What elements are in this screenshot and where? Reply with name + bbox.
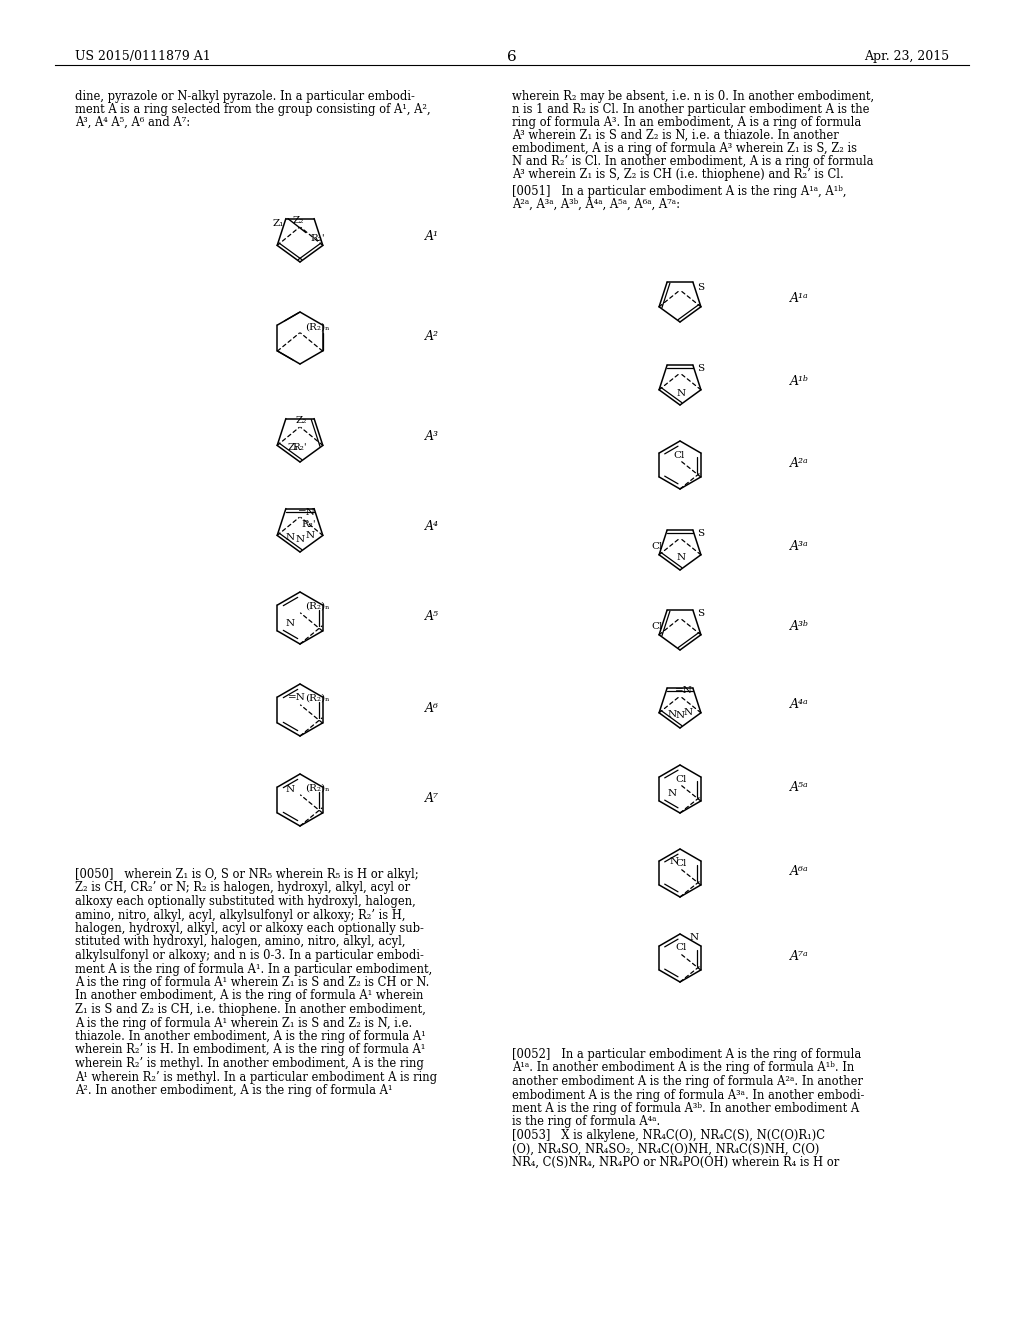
Text: ring of formula A³. In an embodiment, A is a ring of formula: ring of formula A³. In an embodiment, A … [512,116,861,129]
Text: N: N [285,533,294,543]
Text: Z₂ is CH, CR₂’ or N; R₂ is halogen, hydroxyl, alkyl, acyl or: Z₂ is CH, CR₂’ or N; R₂ is halogen, hydr… [75,882,411,895]
Text: A¹ᵃ: A¹ᵃ [790,292,809,305]
Text: amino, nitro, alkyl, acyl, alkylsulfonyl or alkoxy; R₂’ is H,: amino, nitro, alkyl, acyl, alkylsulfonyl… [75,908,406,921]
Text: S: S [697,282,705,292]
Text: [0052]   In a particular embodiment A is the ring of formula: [0052] In a particular embodiment A is t… [512,1048,861,1061]
Text: Z₂: Z₂ [293,216,304,226]
Text: N: N [286,619,295,627]
Text: stituted with hydroxyl, halogen, amino, nitro, alkyl, acyl,: stituted with hydroxyl, halogen, amino, … [75,936,406,949]
Text: alkylsulfonyl or alkoxy; and n is 0-3. In a particular embodi-: alkylsulfonyl or alkoxy; and n is 0-3. I… [75,949,424,962]
Text: A⁵: A⁵ [425,610,439,623]
Text: R₂': R₂' [311,234,326,243]
Text: =N: =N [298,508,315,517]
Text: (R₂)ₙ: (R₂)ₙ [305,693,330,702]
Text: R₂': R₂' [302,520,316,529]
Text: A³ᵃ: A³ᵃ [790,540,809,553]
Text: In another embodiment, A is the ring of formula A¹ wherein: In another embodiment, A is the ring of … [75,990,423,1002]
Text: 6: 6 [507,50,517,63]
Text: A². In another embodiment, A is the ring of formula A¹: A². In another embodiment, A is the ring… [75,1084,392,1097]
Text: N: N [667,710,676,719]
Text: Z₁: Z₁ [287,444,299,451]
Text: N: N [690,933,699,942]
Text: A⁶: A⁶ [425,702,439,715]
Text: A¹: A¹ [425,230,439,243]
Text: Cl: Cl [676,858,687,867]
Text: A³ wherein Z₁ is S, Z₂ is CH (i.e. thiophene) and R₂’ is Cl.: A³ wherein Z₁ is S, Z₂ is CH (i.e. thiop… [512,168,844,181]
Text: A²: A² [425,330,439,343]
Text: N: N [670,857,678,866]
Text: N: N [677,388,685,397]
Text: wherein R₂’ is methyl. In another embodiment, A is the ring: wherein R₂’ is methyl. In another embodi… [75,1057,424,1071]
Text: A³ wherein Z₁ is S and Z₂ is N, i.e. a thiazole. In another: A³ wherein Z₁ is S and Z₂ is N, i.e. a t… [512,129,839,143]
Text: A is the ring of formula A¹ wherein Z₁ is S and Z₂ is CH or N.: A is the ring of formula A¹ wherein Z₁ i… [75,975,429,989]
Text: dine, pyrazole or N-alkyl pyrazole. In a particular embodi-: dine, pyrazole or N-alkyl pyrazole. In a… [75,90,415,103]
Text: Cl: Cl [674,450,685,459]
Text: A²ᵃ, A³ᵃ, A³ᵇ, A⁴ᵃ, A⁵ᵃ, A⁶ᵃ, A⁷ᵃ:: A²ᵃ, A³ᵃ, A³ᵇ, A⁴ᵃ, A⁵ᵃ, A⁶ᵃ, A⁷ᵃ: [512,198,680,211]
Text: [0051]   In a particular embodiment A is the ring A¹ᵃ, A¹ᵇ,: [0051] In a particular embodiment A is t… [512,185,847,198]
Text: S: S [697,609,705,618]
Text: A⁷ᵃ: A⁷ᵃ [790,950,809,964]
Text: ment A is the ring of formula A³ᵇ. In another embodiment A: ment A is the ring of formula A³ᵇ. In an… [512,1102,859,1115]
Text: is the ring of formula A⁴ᵃ.: is the ring of formula A⁴ᵃ. [512,1115,660,1129]
Text: N: N [296,536,304,544]
Text: S: S [697,364,705,372]
Text: A¹ wherein R₂’ is methyl. In a particular embodiment A is ring: A¹ wherein R₂’ is methyl. In a particula… [75,1071,437,1084]
Text: Z₁: Z₁ [272,219,284,228]
Text: US 2015/0111879 A1: US 2015/0111879 A1 [75,50,211,63]
Text: [0050]   wherein Z₁ is O, S or NR₅ wherein R₅ is H or alkyl;: [0050] wherein Z₁ is O, S or NR₅ wherein… [75,869,419,880]
Text: (R₂)ₙ: (R₂)ₙ [305,322,330,331]
Text: Cl: Cl [676,944,687,953]
Text: A⁵ᵃ: A⁵ᵃ [790,781,809,795]
Text: S: S [697,529,705,537]
Text: halogen, hydroxyl, alkyl, acyl or alkoxy each optionally sub-: halogen, hydroxyl, alkyl, acyl or alkoxy… [75,921,424,935]
Text: N and R₂’ is Cl. In another embodiment, A is a ring of formula: N and R₂’ is Cl. In another embodiment, … [512,154,873,168]
Text: [0053]   X is alkylene, NR₄C(O), NR₄C(S), N(C(O)R₁)C: [0053] X is alkylene, NR₄C(O), NR₄C(S), … [512,1129,825,1142]
Text: =N: =N [675,685,693,694]
Text: A is the ring of formula A¹ wherein Z₁ is S and Z₂ is N, i.e.: A is the ring of formula A¹ wherein Z₁ i… [75,1016,413,1030]
Text: thiazole. In another embodiment, A is the ring of formula A¹: thiazole. In another embodiment, A is th… [75,1030,426,1043]
Text: Z₂: Z₂ [296,416,307,425]
Text: embodiment, A is a ring of formula A³ wherein Z₁ is S, Z₂ is: embodiment, A is a ring of formula A³ wh… [512,143,857,154]
Text: A³, A⁴ A⁵, A⁶ and A⁷:: A³, A⁴ A⁵, A⁶ and A⁷: [75,116,190,129]
Text: A³: A³ [425,430,439,444]
Text: Cl: Cl [676,775,687,784]
Text: R₂': R₂' [293,444,307,453]
Text: wherein R₂ may be absent, i.e. n is 0. In another embodiment,: wherein R₂ may be absent, i.e. n is 0. I… [512,90,874,103]
Text: A¹ᵃ. In another embodiment A is the ring of formula A¹ᵇ. In: A¹ᵃ. In another embodiment A is the ring… [512,1061,854,1074]
Text: Cl: Cl [651,622,663,631]
Text: A⁶ᵃ: A⁶ᵃ [790,865,809,878]
Text: N: N [676,711,685,721]
Text: N: N [684,709,693,717]
Text: n is 1 and R₂ is Cl. In another particular embodiment A is the: n is 1 and R₂ is Cl. In another particul… [512,103,869,116]
Text: alkoxy each optionally substituted with hydroxyl, halogen,: alkoxy each optionally substituted with … [75,895,416,908]
Text: (R₂)ₙ: (R₂)ₙ [305,784,330,792]
Text: =N: =N [288,693,305,701]
Text: A¹ᵇ: A¹ᵇ [790,375,809,388]
Text: (R₂)ₙ: (R₂)ₙ [305,602,330,610]
Text: A²ᵃ: A²ᵃ [790,457,809,470]
Text: Cl: Cl [651,541,663,550]
Text: Z₁ is S and Z₂ is CH, i.e. thiophene. In another embodiment,: Z₁ is S and Z₂ is CH, i.e. thiophene. In… [75,1003,426,1016]
Text: N: N [306,531,314,540]
Text: NR₄, C(S)NR₄, NR₄PO or NR₄PO(OH) wherein R₄ is H or: NR₄, C(S)NR₄, NR₄PO or NR₄PO(OH) wherein… [512,1156,840,1170]
Text: A⁷: A⁷ [425,792,439,805]
Text: A⁴: A⁴ [425,520,439,533]
Text: ment A is a ring selected from the group consisting of A¹, A²,: ment A is a ring selected from the group… [75,103,431,116]
Text: A³ᵇ: A³ᵇ [790,620,809,634]
Text: embodiment A is the ring of formula A³ᵃ. In another embodi-: embodiment A is the ring of formula A³ᵃ.… [512,1089,864,1101]
Text: another embodiment A is the ring of formula A²ᵃ. In another: another embodiment A is the ring of form… [512,1074,863,1088]
Text: (O), NR₄SO, NR₄SO₂, NR₄C(O)NH, NR₄C(S)NH, C(O): (O), NR₄SO, NR₄SO₂, NR₄C(O)NH, NR₄C(S)NH… [512,1143,819,1155]
Text: ment A is the ring of formula A¹. In a particular embodiment,: ment A is the ring of formula A¹. In a p… [75,962,432,975]
Text: N: N [677,553,685,562]
Text: Apr. 23, 2015: Apr. 23, 2015 [864,50,949,63]
Text: wherein R₂’ is H. In embodiment, A is the ring of formula A¹: wherein R₂’ is H. In embodiment, A is th… [75,1044,425,1056]
Text: A⁴ᵃ: A⁴ᵃ [790,698,809,711]
Text: N: N [668,788,676,797]
Text: N: N [286,784,295,793]
